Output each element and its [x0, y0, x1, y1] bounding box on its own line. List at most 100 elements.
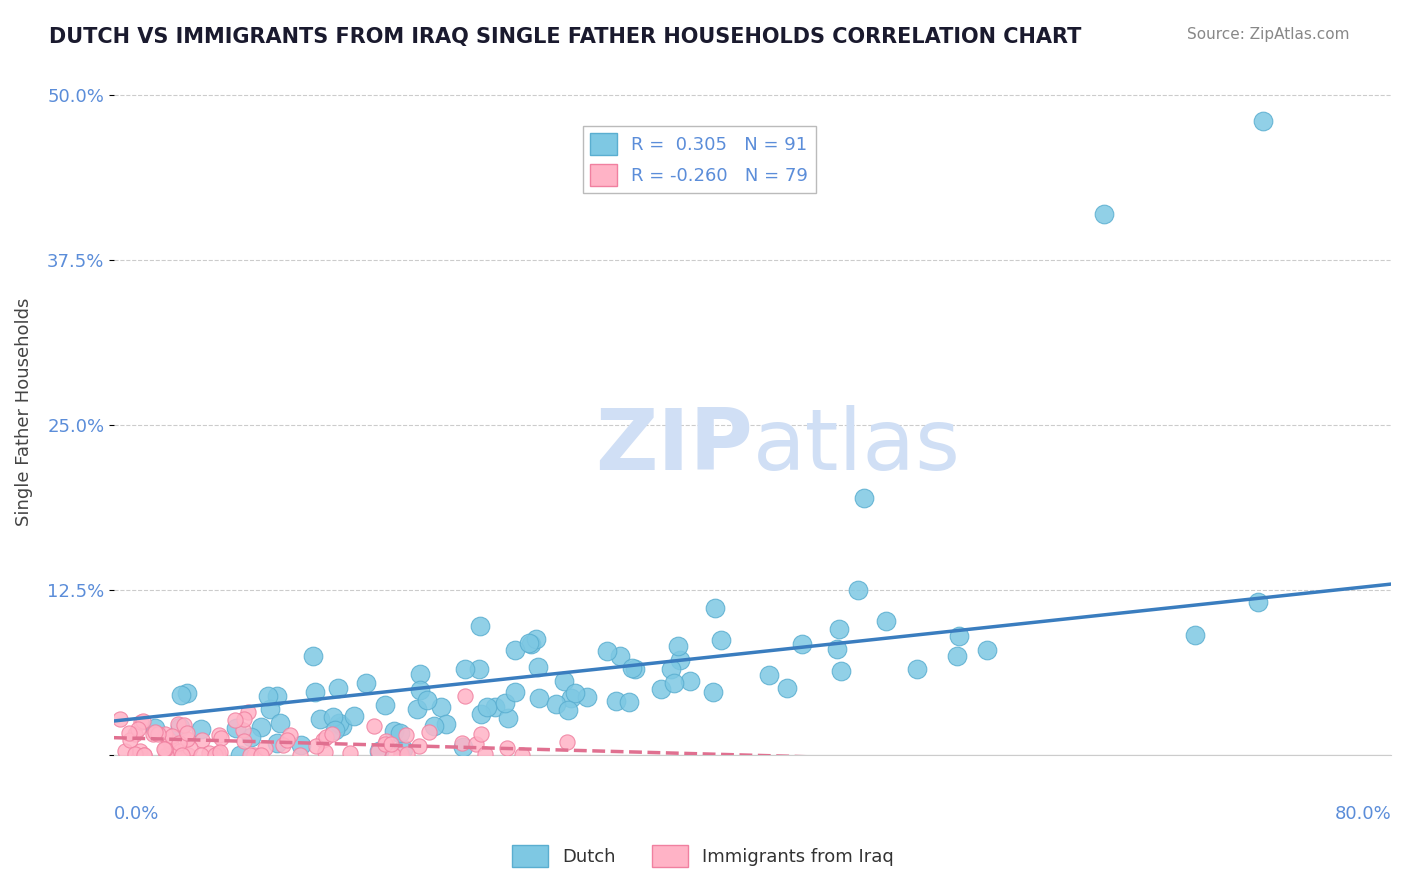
Point	[408, 739, 430, 753]
Point	[560, 691, 582, 706]
Point	[436, 717, 458, 731]
Point	[304, 685, 326, 699]
Point	[430, 700, 453, 714]
Legend: Dutch, Immigrants from Iraq: Dutch, Immigrants from Iraq	[505, 838, 901, 874]
Point	[315, 731, 337, 745]
Point	[142, 727, 165, 741]
Point	[132, 714, 155, 728]
Point	[278, 728, 301, 742]
Point	[948, 630, 970, 644]
Point	[495, 741, 517, 756]
Point	[758, 668, 780, 682]
Point	[118, 726, 141, 740]
Point	[177, 748, 200, 763]
Point	[250, 748, 273, 763]
Point	[825, 642, 848, 657]
Point	[853, 491, 876, 505]
Point	[179, 741, 201, 756]
Point	[662, 676, 685, 690]
Point	[792, 637, 814, 651]
Point	[236, 705, 259, 719]
Point	[305, 739, 328, 753]
Point	[169, 744, 191, 758]
Point	[418, 724, 440, 739]
Point	[232, 712, 254, 726]
Point	[239, 730, 262, 744]
Point	[382, 724, 405, 739]
Point	[553, 674, 575, 689]
Point	[233, 733, 256, 747]
Point	[395, 728, 418, 742]
Point	[124, 727, 146, 741]
Point	[451, 736, 474, 750]
Point	[176, 726, 198, 740]
Point	[159, 739, 181, 753]
Point	[846, 583, 869, 598]
Point	[288, 748, 311, 763]
Point	[153, 742, 176, 756]
Text: 80.0%: 80.0%	[1334, 805, 1391, 823]
Point	[207, 748, 229, 763]
Point	[160, 739, 183, 754]
Point	[190, 748, 212, 763]
Point	[624, 662, 647, 676]
Point	[1092, 207, 1115, 221]
Point	[225, 722, 247, 736]
Point	[250, 720, 273, 734]
Point	[321, 727, 343, 741]
Point	[204, 748, 226, 763]
Point	[470, 619, 492, 633]
Point	[946, 649, 969, 664]
Point	[830, 664, 852, 678]
Point	[546, 697, 568, 711]
Point	[198, 746, 221, 760]
Point	[474, 747, 496, 761]
Point	[494, 696, 516, 710]
Point	[679, 673, 702, 688]
Point	[156, 731, 179, 746]
Point	[519, 637, 541, 651]
Point	[374, 734, 396, 748]
Point	[1184, 628, 1206, 642]
Point	[207, 746, 229, 760]
Point	[162, 729, 184, 743]
Point	[575, 690, 598, 704]
Point	[259, 702, 281, 716]
Point	[702, 685, 724, 699]
Point	[389, 747, 412, 761]
Point	[704, 601, 727, 615]
Point	[517, 636, 540, 650]
Point	[146, 727, 169, 741]
Point	[208, 727, 231, 741]
Point	[382, 748, 405, 763]
Point	[314, 745, 336, 759]
Point	[609, 648, 631, 663]
Point	[659, 662, 682, 676]
Point	[232, 723, 254, 737]
Point	[710, 633, 733, 648]
Point	[374, 698, 396, 713]
Point	[131, 715, 153, 730]
Y-axis label: Single Father Households: Single Father Households	[15, 298, 32, 526]
Point	[605, 694, 627, 708]
Point	[406, 701, 429, 715]
Point	[1247, 595, 1270, 609]
Point	[510, 748, 533, 763]
Point	[257, 689, 280, 703]
Point	[167, 736, 190, 750]
Point	[322, 710, 344, 724]
Point	[380, 737, 402, 751]
Point	[229, 748, 252, 763]
Point	[166, 716, 188, 731]
Point	[409, 682, 432, 697]
Point	[209, 731, 232, 745]
Point	[132, 748, 155, 763]
Point	[503, 685, 526, 699]
Point	[253, 740, 276, 755]
Point	[484, 700, 506, 714]
Point	[339, 746, 361, 760]
Point	[190, 722, 212, 736]
Point	[266, 736, 288, 750]
Point	[224, 713, 246, 727]
Text: 0.0%: 0.0%	[114, 805, 159, 823]
